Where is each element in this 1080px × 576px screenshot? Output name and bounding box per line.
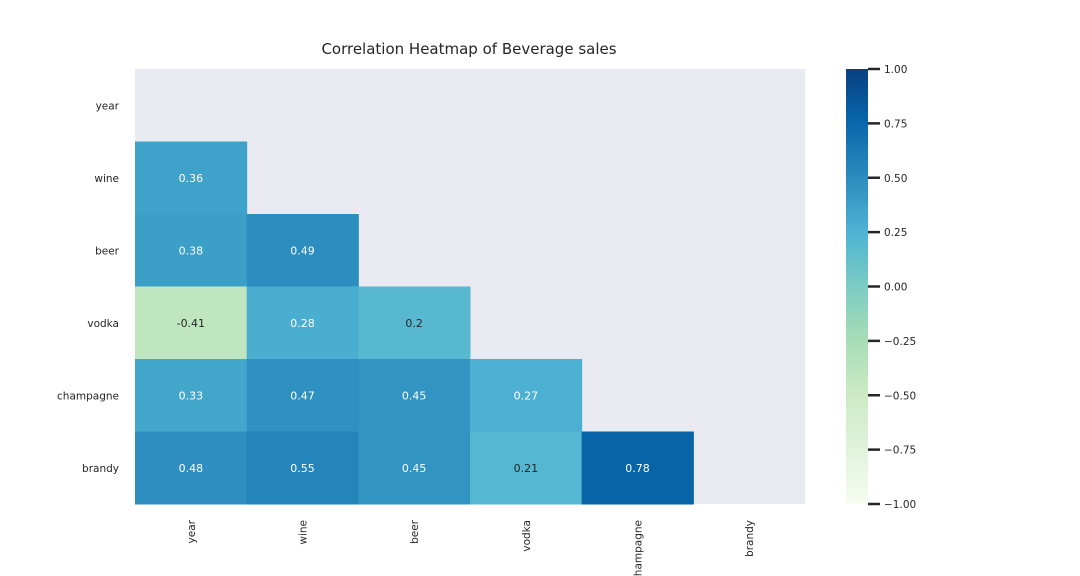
- cell-wine-year: [135, 141, 248, 215]
- x-tick-label: champagne: [633, 520, 645, 576]
- colorbar-tick-label: 0.25: [884, 227, 907, 239]
- colorbar-tick-label: 0.00: [884, 282, 907, 294]
- cell-brandy-wine: [246, 431, 359, 505]
- cell-value-label: 0.45: [402, 389, 427, 402]
- colorbar-tick-label: −1.00: [884, 499, 916, 511]
- colorbar-tick-label: −0.50: [884, 390, 916, 402]
- cell-champagne-vodka: [470, 359, 583, 432]
- cell-beer-year: [135, 214, 248, 287]
- x-tick-label: wine: [298, 520, 310, 545]
- colorbar: [846, 69, 868, 504]
- colorbar-tick-label: −0.25: [884, 336, 916, 348]
- cell-brandy-year: [135, 431, 248, 505]
- cell-value-label: 0.36: [179, 172, 204, 185]
- cell-value-label: 0.27: [514, 389, 539, 402]
- cell-champagne-wine: [246, 359, 359, 432]
- cell-vodka-beer: [358, 286, 471, 360]
- cell-value-label: 0.45: [402, 462, 427, 475]
- cell-value-label: 0.78: [625, 462, 650, 475]
- chart-title: Correlation Heatmap of Beverage sales: [321, 40, 616, 58]
- cell-beer-wine: [246, 214, 359, 287]
- cell-value-label: 0.49: [290, 244, 315, 257]
- cell-value-label: 0.47: [290, 389, 315, 402]
- cell-brandy-beer: [358, 431, 471, 505]
- cell-brandy-vodka: [470, 431, 583, 505]
- cell-value-label: 0.21: [514, 462, 539, 475]
- cell-vodka-wine: [246, 286, 359, 360]
- colorbar-tick-label: 0.50: [884, 173, 907, 185]
- x-tick-label: year: [186, 519, 198, 543]
- x-tick-label: vodka: [521, 520, 533, 552]
- y-tick-label: vodka: [87, 318, 119, 330]
- y-tick-label: beer: [95, 245, 120, 257]
- y-tick-label: champagne: [57, 390, 119, 402]
- cell-brandy-champagne: [581, 431, 694, 505]
- x-axis-tick-labels: year wine beer vodka champagne brandy: [186, 519, 756, 576]
- cell-champagne-beer: [358, 359, 471, 432]
- y-tick-label: year: [96, 100, 120, 112]
- cell-vodka-year: [135, 286, 248, 360]
- x-tick-label: beer: [409, 519, 421, 544]
- y-tick-label: wine: [94, 173, 119, 185]
- cell-value-label: -0.41: [177, 317, 205, 330]
- cell-value-label: 0.48: [179, 462, 204, 475]
- colorbar-ticks: 1.00 0.75 0.50 0.25 0.00 −0.25 −0.50 −0.75 −1.00: [868, 64, 916, 511]
- cell-value-label: 0.33: [179, 389, 204, 402]
- cell-value-label: 0.2: [405, 317, 423, 330]
- heatmap-cells: 0.36 0.38 0.49 -0.41 0.28 0.2 0.33 0.47 0.45 0.27…: [135, 141, 694, 505]
- cell-value-label: 0.38: [179, 244, 204, 257]
- y-tick-label: brandy: [82, 463, 119, 475]
- cell-value-label: 0.55: [290, 462, 315, 475]
- cell-value-label: 0.28: [290, 317, 315, 330]
- colorbar-tick-label: −0.75: [884, 445, 916, 457]
- y-axis-tick-labels: year wine beer vodka champagne brandy: [57, 100, 120, 475]
- colorbar-tick-label: 0.75: [884, 118, 907, 130]
- colorbar-tick-label: 1.00: [884, 64, 907, 76]
- cell-champagne-year: [135, 359, 248, 432]
- x-tick-label: brandy: [744, 520, 756, 557]
